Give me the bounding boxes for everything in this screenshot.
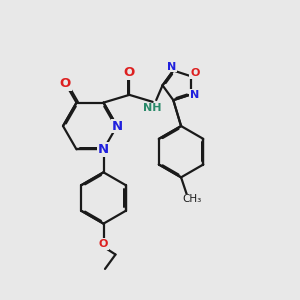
- Text: CH₃: CH₃: [182, 194, 201, 204]
- Text: O: O: [60, 76, 71, 90]
- Text: O: O: [99, 239, 108, 249]
- Text: NH: NH: [143, 103, 162, 113]
- Text: O: O: [190, 68, 200, 78]
- Text: O: O: [124, 66, 135, 79]
- Text: N: N: [190, 89, 199, 100]
- Text: N: N: [111, 119, 123, 133]
- Text: N: N: [167, 61, 176, 72]
- Text: N: N: [98, 143, 109, 156]
